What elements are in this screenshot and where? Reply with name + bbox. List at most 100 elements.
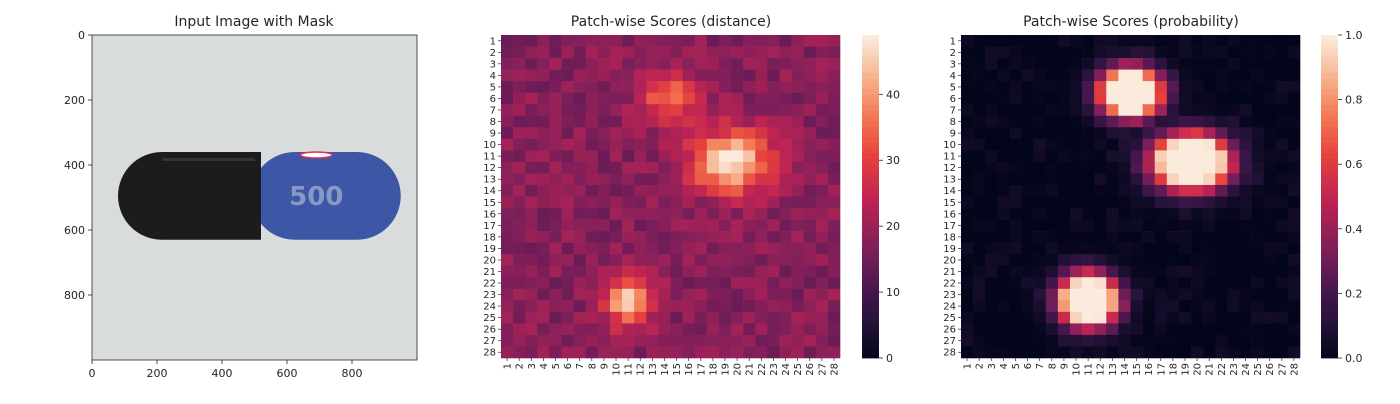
colorbar-tick-label: 0.0: [1345, 352, 1363, 365]
heatmap-cell: [1033, 115, 1047, 128]
colorbar-segment: [1321, 126, 1338, 133]
heatmap-cell: [791, 58, 804, 70]
heatmap-cell: [537, 58, 550, 70]
heatmap-cell: [537, 323, 550, 336]
heatmap-cell: [1263, 208, 1277, 220]
heatmap-cell: [525, 277, 538, 290]
heatmap-cell: [1166, 69, 1180, 82]
colorbar-segment: [862, 341, 879, 348]
heatmap-cell: [803, 254, 817, 267]
heatmap-cell: [670, 150, 683, 163]
heatmap-cell: [537, 334, 550, 347]
row-label: 19: [943, 244, 956, 255]
heatmap-cell: [609, 138, 623, 151]
heatmap-cell: [1263, 127, 1277, 140]
heatmap-cell: [1191, 104, 1204, 117]
heatmap-cell: [1227, 334, 1240, 347]
heatmap-cell: [1045, 311, 1059, 324]
heatmap-cell: [537, 35, 550, 47]
heatmap-cell: [973, 265, 986, 278]
heatmap-cell: [985, 58, 998, 70]
heatmap-cell: [779, 127, 792, 140]
heatmap-cell: [1287, 334, 1301, 347]
heatmap-cell: [597, 311, 611, 324]
heatmap-cell: [767, 161, 780, 174]
heatmap-cell: [1178, 104, 1192, 117]
col-label: 19: [720, 363, 731, 376]
heatmap-cell: [1215, 277, 1228, 290]
heatmap-cell: [1057, 346, 1071, 359]
colorbar-segment: [1321, 298, 1338, 305]
heatmap-cell: [597, 208, 611, 220]
heatmap-cell: [1057, 150, 1071, 163]
heatmap-cell: [1130, 81, 1143, 93]
heatmap-cell: [718, 254, 732, 267]
heatmap-cell: [1287, 346, 1301, 359]
heatmap-cell: [1106, 300, 1119, 313]
heatmap-cell: [537, 242, 550, 255]
heatmap-cell: [1215, 300, 1228, 313]
row-label: 18: [943, 232, 956, 243]
heatmap-cell: [1203, 300, 1216, 313]
heatmap-cell: [525, 265, 538, 278]
heatmap-cell: [1154, 104, 1168, 117]
heatmap-cell: [1082, 265, 1095, 278]
heatmap-cell: [1130, 323, 1143, 336]
heatmap-cell: [731, 196, 744, 209]
heatmap-cell: [537, 161, 550, 174]
heatmap-cell: [609, 288, 623, 301]
heatmap-cell: [1239, 173, 1252, 186]
heatmap-cell: [1057, 115, 1071, 128]
heatmap-cell: [718, 334, 732, 347]
heatmap-cell: [1203, 104, 1216, 117]
heatmap-cell: [1106, 173, 1119, 186]
heatmap-cell: [597, 127, 611, 140]
heatmap-cell: [1033, 92, 1047, 105]
heatmap-cell: [718, 115, 732, 128]
heatmap-cell: [670, 115, 683, 128]
heatmap-cell: [718, 288, 732, 301]
heatmap-cell: [1154, 334, 1168, 347]
heatmap-cell: [549, 219, 562, 232]
heatmap-cell: [682, 231, 696, 243]
heatmap-cell: [1166, 184, 1180, 197]
heatmap-cell: [1191, 265, 1204, 278]
heatmap-cell: [658, 254, 671, 267]
heatmap-cell: [1118, 254, 1131, 267]
heatmap-cell: [791, 311, 804, 324]
heatmap-cell: [525, 127, 538, 140]
row-label: 16: [943, 209, 956, 220]
heatmap-cell: [573, 92, 587, 105]
heatmap-cell: [1275, 231, 1289, 243]
row-label: 26: [483, 325, 496, 336]
heatmap-cell: [1130, 265, 1143, 278]
heatmap-cell: [525, 323, 538, 336]
heatmap-cell: [573, 254, 587, 267]
heatmap-cell: [706, 300, 720, 313]
heatmap-cell: [961, 127, 974, 140]
heatmap-cell: [1082, 334, 1095, 347]
heatmap-cell: [609, 161, 623, 174]
heatmap-cell: [1069, 150, 1083, 163]
colorbar-tick-label: 10: [886, 286, 900, 299]
heatmap-cell: [1009, 208, 1022, 220]
heatmap-cell: [573, 311, 587, 324]
heatmap-cell: [1203, 288, 1216, 301]
heatmap-cell: [743, 35, 756, 47]
heatmap-cell: [997, 231, 1010, 243]
heatmap-cell: [609, 208, 623, 220]
heatmap-cell: [1154, 219, 1168, 232]
heatmap-cell: [755, 81, 768, 93]
heatmap-cell: [961, 346, 974, 359]
heatmap-cell: [549, 161, 562, 174]
heatmap-cell: [1142, 196, 1156, 209]
heatmap-cell: [791, 265, 804, 278]
heatmap-cell: [561, 242, 574, 255]
heatmap-cell: [585, 115, 599, 128]
heatmap-cell: [1033, 46, 1047, 59]
heatmap-cell: [1166, 161, 1180, 174]
col-label: 4: [539, 363, 550, 369]
colorbar-segment: [1321, 169, 1338, 176]
heatmap-cell: [1069, 254, 1083, 267]
heatmap-cell: [670, 196, 683, 209]
